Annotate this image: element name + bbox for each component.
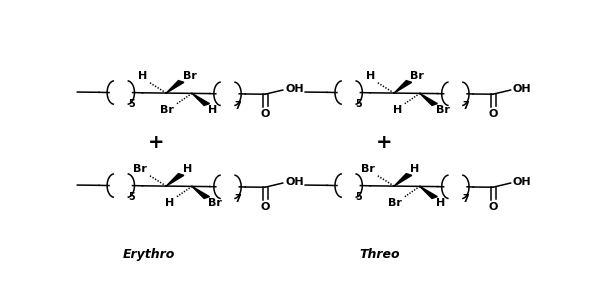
Text: O: O [488,109,497,119]
Text: O: O [260,109,270,119]
Text: OH: OH [513,84,532,94]
Text: +: + [376,133,392,152]
Text: OH: OH [285,177,304,187]
Text: 5: 5 [128,99,134,109]
Text: 7: 7 [463,194,469,204]
Text: H: H [182,164,192,174]
Polygon shape [192,93,209,105]
Text: H: H [208,105,217,115]
Text: H: H [436,198,445,208]
Polygon shape [420,93,437,105]
Text: OH: OH [513,177,532,187]
Text: 7: 7 [235,194,241,204]
Text: Erythro: Erythro [123,248,176,261]
Text: H: H [410,164,419,174]
Text: 7: 7 [463,101,469,111]
Text: +: + [148,133,164,152]
Text: Br: Br [410,71,424,81]
Text: OH: OH [285,84,304,94]
Text: H: H [366,72,375,82]
Text: Br: Br [361,165,375,175]
Text: Br: Br [208,198,222,208]
Polygon shape [394,81,412,93]
Text: O: O [260,202,270,212]
Text: Br: Br [388,198,402,208]
Text: Br: Br [182,71,196,81]
Text: 7: 7 [235,101,241,111]
Text: 5: 5 [356,192,362,202]
Polygon shape [394,174,412,186]
Text: O: O [488,202,497,212]
Text: Threo: Threo [359,248,400,261]
Text: 5: 5 [356,99,362,109]
Text: Br: Br [160,105,174,115]
Polygon shape [192,186,209,198]
Polygon shape [166,174,184,186]
Text: 5: 5 [128,192,134,202]
Text: Br: Br [133,165,147,175]
Text: H: H [393,105,402,115]
Text: H: H [165,198,174,208]
Polygon shape [166,81,184,93]
Polygon shape [420,186,437,198]
Text: H: H [138,72,147,82]
Text: Br: Br [436,105,450,115]
